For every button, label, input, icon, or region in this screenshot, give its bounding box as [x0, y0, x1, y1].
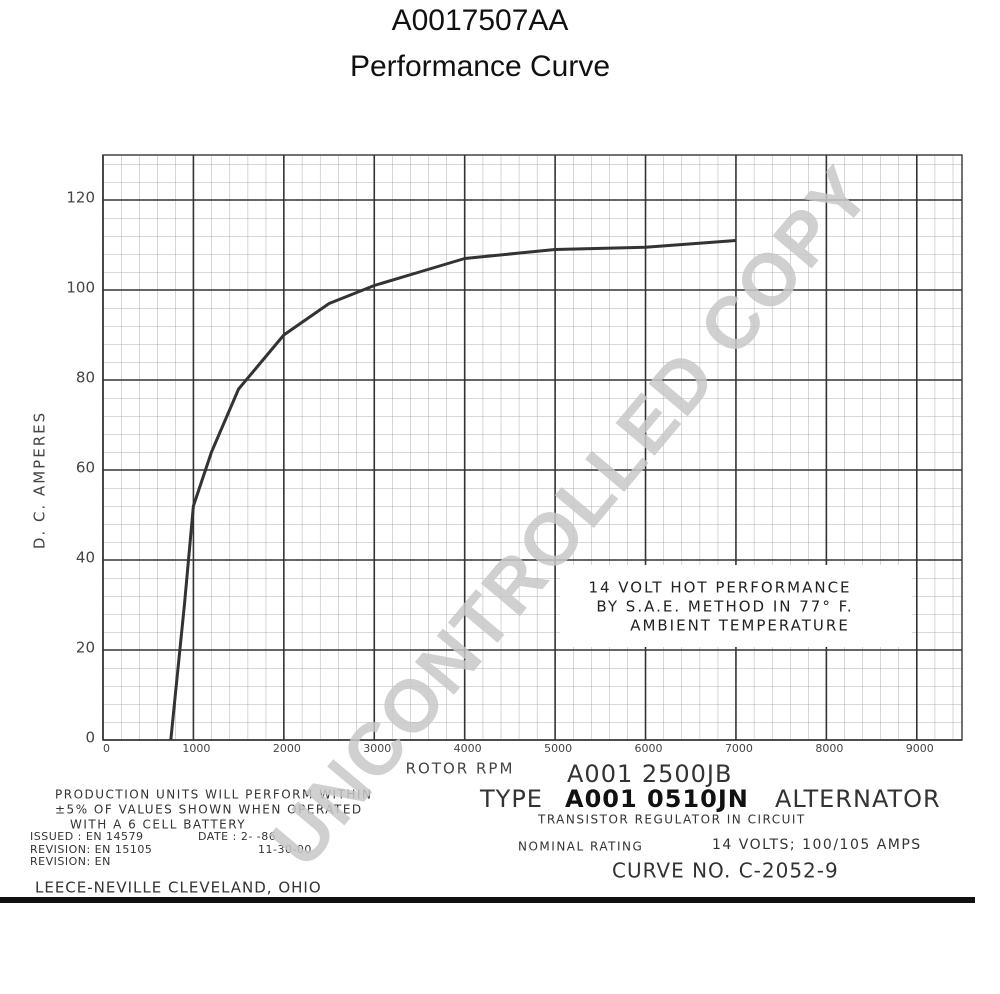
annotation: A001 0510JN	[565, 785, 749, 813]
annotation: BY S.A.E. METHOD IN 77° F.	[596, 598, 853, 616]
chart-title: A0017507AA	[392, 4, 569, 37]
x-tick-label: 2000	[273, 742, 301, 755]
annotation: TRANSISTOR REGULATOR IN CIRCUIT	[537, 813, 806, 827]
annotation: REVISION: EN 15105	[30, 843, 152, 856]
annotation: CURVE NO. C-2052-9	[612, 859, 839, 883]
y-tick-label: 40	[76, 549, 95, 567]
annotation: ISSUED : EN 14579	[30, 830, 144, 843]
annotation-box	[560, 565, 912, 647]
x-tick-label: 1000	[182, 742, 210, 755]
annotation: 14 VOLT HOT PERFORMANCE	[588, 579, 851, 597]
annotation: 11-30-00	[258, 843, 312, 856]
x-tick-label: 9000	[906, 742, 934, 755]
x-tick-label: 4000	[454, 742, 482, 755]
annotation: REVISION: EN	[30, 855, 111, 868]
y-tick-label: 80	[76, 369, 95, 387]
x-tick-label: 7000	[725, 742, 753, 755]
x-tick-label: 0	[103, 742, 110, 755]
annotation: 14 VOLTS; 100/105 AMPS	[712, 837, 922, 853]
y-axis-label: D. C. AMPERES	[31, 411, 49, 549]
y-tick-label: 120	[66, 189, 95, 207]
annotation: WITH A 6 CELL BATTERY	[70, 818, 246, 832]
chart-subtitle: Performance Curve	[350, 50, 610, 83]
x-tick-label: 6000	[635, 742, 663, 755]
x-tick-label: 5000	[544, 742, 572, 755]
x-axis-label: ROTOR RPM	[406, 760, 515, 778]
annotation: NOMINAL RATING	[518, 840, 643, 854]
annotation: PRODUCTION UNITS WILL PERFORM WITHIN	[55, 788, 372, 802]
annotation: TYPE	[479, 785, 543, 813]
y-tick-label: 60	[76, 459, 95, 477]
x-tick-label: 8000	[815, 742, 843, 755]
y-tick-label: 100	[66, 279, 95, 297]
annotation: ±5% OF VALUES SHOWN WHEN OPERATED	[55, 803, 363, 817]
bottom-bar	[0, 897, 975, 903]
x-tick-label: 3000	[363, 742, 391, 755]
annotation: ALTERNATOR	[775, 785, 941, 813]
annotation: LEECE-NEVILLE CLEVELAND, OHIO	[35, 879, 322, 897]
y-tick-label: 20	[76, 639, 95, 657]
annotation: A001 2500JB	[567, 760, 732, 788]
annotation: AMBIENT TEMPERATURE	[630, 617, 850, 635]
line	[169, 239, 737, 741]
y-tick-label: 0	[85, 729, 95, 747]
annotation: DATE : 2- -86	[198, 830, 276, 843]
plot	[169, 239, 737, 741]
